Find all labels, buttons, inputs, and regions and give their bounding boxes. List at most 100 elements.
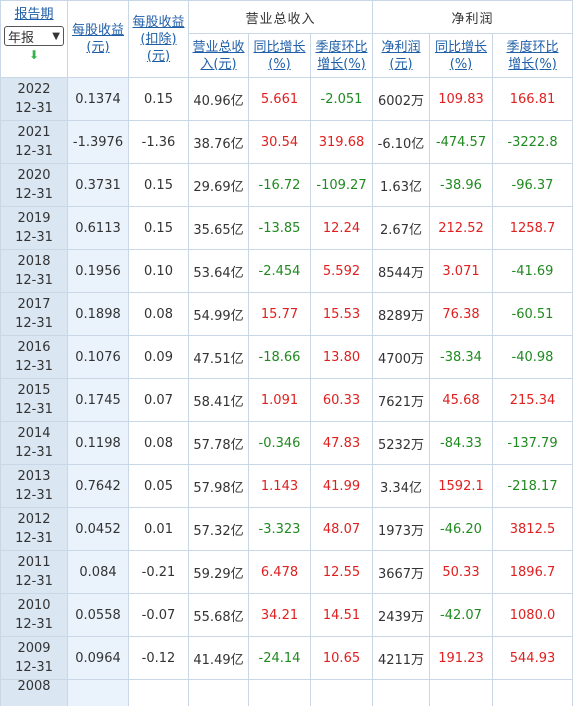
revenue-qoq-cell: 12.24 <box>310 206 373 250</box>
revenue-cell: 41.49亿 <box>188 636 249 680</box>
profit-yoy-cell: 191.23 <box>429 636 493 680</box>
revenue-cell: 38.76亿 <box>188 120 249 164</box>
period-date: 12-31 <box>15 230 53 245</box>
table-row: 2014 12-31 0.1198 0.08 57.78亿 -0.346 47.83 5232… <box>0 421 573 465</box>
period-year: 2012 <box>17 512 51 527</box>
profit-yoy-header-link[interactable]: 同比增长(%) <box>434 39 487 72</box>
revenue-yoy-cell: -3.323 <box>248 507 311 551</box>
period-year: 2009 <box>17 641 51 656</box>
table-row: 2019 12-31 0.6113 0.15 35.65亿 -13.85 12.24 2.67… <box>0 206 573 250</box>
period-cell: 2018 12-31 <box>0 249 68 293</box>
period-date: 12-31 <box>15 273 53 288</box>
profit-qoq-cell: 1258.7 <box>491 206 573 250</box>
table-body: 2022 12-31 0.1374 0.15 40.96亿 5.661 -2.051 6002… <box>0 77 573 706</box>
eps-deduct-header-link[interactable]: 每股收益(扣除)(元) <box>132 14 185 64</box>
profit-qoq-cell: -40.98 <box>491 335 573 379</box>
revenue-yoy-cell: 34.21 <box>248 593 311 637</box>
revenue-qoq-header[interactable]: 季度环比增长(%) <box>310 33 373 78</box>
profit-cell: 4700万 <box>372 335 430 379</box>
eps-deduct-cell: -0.12 <box>128 636 189 680</box>
sort-arrow-down-icon[interactable]: ⬇ <box>28 48 40 62</box>
revenue-header[interactable]: 营业总收入(元) <box>188 33 249 78</box>
revenue-yoy-cell: 6.478 <box>248 550 311 594</box>
table-row: 2010 12-31 0.0558 -0.07 55.68亿 34.21 14.51 2439… <box>0 593 573 637</box>
eps-deduct-cell: 0.10 <box>128 249 189 293</box>
eps-cell: 0.1198 <box>67 421 129 465</box>
period-year: 2021 <box>17 125 51 140</box>
revenue-cell: 54.99亿 <box>188 292 249 336</box>
eps-cell: 0.0558 <box>67 593 129 637</box>
revenue-yoy-cell: -13.85 <box>248 206 311 250</box>
revenue-header-link[interactable]: 营业总收入(元) <box>192 39 245 72</box>
profit-yoy-cell: 109.83 <box>429 77 493 121</box>
revenue-qoq-cell: 14.51 <box>310 593 373 637</box>
period-cell: 2021 12-31 <box>0 120 68 164</box>
profit-qoq-cell: -41.69 <box>491 249 573 293</box>
profit-cell: 8289万 <box>372 292 430 336</box>
revenue-qoq-cell: 47.83 <box>310 421 373 465</box>
revenue-qoq-cell: 48.07 <box>310 507 373 551</box>
profit-qoq-cell: -137.79 <box>491 421 573 465</box>
eps-header-link[interactable]: 每股收益(元) <box>71 23 124 55</box>
eps-cell: 0.084 <box>67 550 129 594</box>
period-date: 12-31 <box>15 359 53 374</box>
eps-deduct-cell: 0.15 <box>128 163 189 207</box>
empty-cell <box>310 679 373 706</box>
revenue-cell: 57.78亿 <box>188 421 249 465</box>
profit-qoq-header-link[interactable]: 季度环比增长(%) <box>506 39 559 72</box>
eps-cell: 0.0452 <box>67 507 129 551</box>
revenue-qoq-cell: 12.55 <box>310 550 373 594</box>
profit-yoy-header[interactable]: 同比增长(%) <box>429 33 493 78</box>
table-row: 2016 12-31 0.1076 0.09 47.51亿 -18.66 13.80 4700… <box>0 335 573 379</box>
profit-yoy-cell: 212.52 <box>429 206 493 250</box>
eps-deduct-cell: -0.21 <box>128 550 189 594</box>
empty-cell <box>67 679 129 706</box>
profit-qoq-cell: -96.37 <box>491 163 573 207</box>
period-select[interactable]: 年报 ▼ <box>4 26 64 46</box>
eps-deduct-header[interactable]: 每股收益(扣除)(元) <box>128 0 189 78</box>
table-row: 2011 12-31 0.084 -0.21 59.29亿 6.478 12.55 3667万… <box>0 550 573 594</box>
eps-header[interactable]: 每股收益(元) <box>67 0 129 78</box>
period-title-link[interactable]: 报告期 <box>14 7 54 22</box>
empty-cell <box>372 679 430 706</box>
revenue-yoy-header[interactable]: 同比增长(%) <box>248 33 311 78</box>
profit-qoq-cell: 1896.7 <box>491 550 573 594</box>
empty-cell <box>491 679 573 706</box>
profit-header-link[interactable]: 净利润(元) <box>381 39 421 72</box>
profit-qoq-cell: 215.34 <box>491 378 573 422</box>
eps-deduct-cell: -1.36 <box>128 120 189 164</box>
revenue-yoy-header-link[interactable]: 同比增长(%) <box>253 39 306 72</box>
revenue-cell: 59.29亿 <box>188 550 249 594</box>
revenue-cell: 29.69亿 <box>188 163 249 207</box>
profit-cell: 3.34亿 <box>372 464 430 508</box>
period-date: 12-31 <box>15 445 53 460</box>
revenue-yoy-cell: -18.66 <box>248 335 311 379</box>
profit-cell: 7621万 <box>372 378 430 422</box>
empty-cell <box>248 679 311 706</box>
eps-cell: -1.3976 <box>67 120 129 164</box>
period-year: 2015 <box>17 383 51 398</box>
period-date: 12-31 <box>15 101 53 116</box>
revenue-cell: 47.51亿 <box>188 335 249 379</box>
eps-cell: 0.1956 <box>67 249 129 293</box>
period-year: 2022 <box>17 82 51 97</box>
revenue-qoq-header-link[interactable]: 季度环比增长(%) <box>315 39 368 72</box>
revenue-yoy-cell: 5.661 <box>248 77 311 121</box>
profit-header[interactable]: 净利润(元) <box>372 33 430 78</box>
profit-yoy-cell: -42.07 <box>429 593 493 637</box>
eps-deduct-cell: 0.01 <box>128 507 189 551</box>
profit-cell: 1.63亿 <box>372 163 430 207</box>
period-date: 12-31 <box>15 488 53 503</box>
period-date: 12-31 <box>15 617 53 632</box>
eps-deduct-cell: 0.05 <box>128 464 189 508</box>
period-year: 2018 <box>17 254 51 269</box>
revenue-cell: 53.64亿 <box>188 249 249 293</box>
profit-cell: 6002万 <box>372 77 430 121</box>
period-header: 报告期 年报 ▼ ⬇ <box>0 0 68 78</box>
profit-qoq-cell: 3812.5 <box>491 507 573 551</box>
profit-qoq-header[interactable]: 季度环比增长(%) <box>491 33 573 78</box>
empty-cell <box>188 679 249 706</box>
revenue-qoq-cell: 13.80 <box>310 335 373 379</box>
profit-yoy-cell: -46.20 <box>429 507 493 551</box>
